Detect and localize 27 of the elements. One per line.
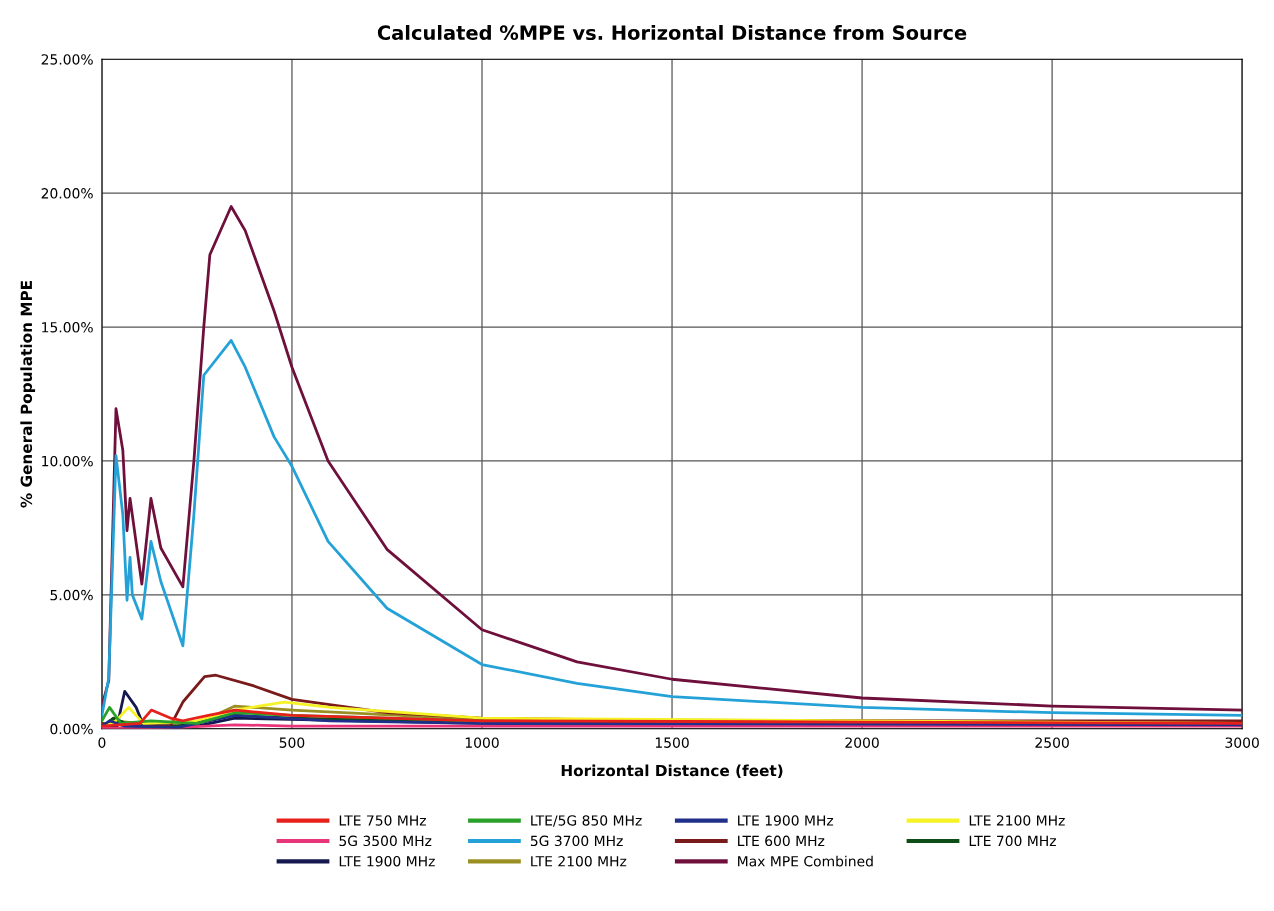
x-tick-label: 2500 (1035, 737, 1069, 748)
y-tick-label: 15.00% (42, 322, 93, 333)
legend-label: LTE 1900 MHz (738, 815, 834, 826)
legend-label: LTE/5G 850 MHz (531, 815, 642, 827)
y-axis-title: % General Population MPE (20, 280, 36, 508)
y-tick-label: 25.00% (41, 54, 93, 65)
x-tick-label: 1500 (655, 737, 689, 748)
chart-title: Calculated %MPE vs. Horizontal Distance from Source (377, 25, 967, 41)
x-tick-label: 0 (98, 737, 106, 748)
legend-label: LTE 1900 MHz (339, 855, 435, 867)
x-tick-label: 3000 (1225, 737, 1259, 748)
y-tick-label: 10.00% (42, 455, 93, 467)
legend-label: LTE 750 MHz (339, 815, 426, 826)
legend-label: 5G 3700 MHz (530, 835, 623, 847)
y-tick-label: 20.00% (41, 188, 93, 199)
x-tick-label: 500 (279, 737, 305, 748)
legend-label: LTE 2100 MHz (969, 815, 1065, 826)
y-tick-label: 0.00% (50, 723, 93, 735)
legend-label: Max MPE Combined (738, 855, 873, 867)
y-tick-label: 5.00% (50, 589, 93, 601)
legend-label: LTE 2100 MHz (531, 855, 627, 867)
legend-label: LTE 600 MHz (738, 835, 825, 847)
x-tick-label: 2000 (845, 737, 879, 748)
legend-label: 5G 3500 MHz (339, 835, 432, 847)
x-axis-title: Horizontal Distance (feet) (561, 764, 783, 779)
x-tick-label: 1000 (465, 737, 499, 748)
legend-label: LTE 700 MHz (969, 835, 1056, 847)
